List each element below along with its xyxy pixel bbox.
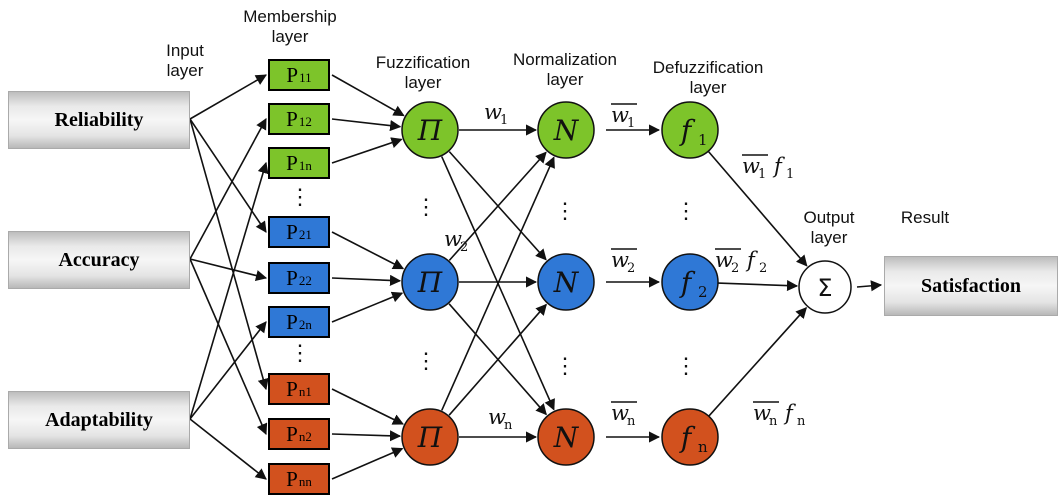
edge-defuzz2-to-sum <box>717 279 799 292</box>
defuzz-node-1-subscript: 1 <box>698 131 708 149</box>
label-wbarf2-w: w <box>715 248 733 272</box>
ellipsis-defuzz-1: ⋮ <box>675 198 697 223</box>
edge-pnn-to-fuzzn <box>331 447 404 480</box>
edge-p12-to-fuzz1 <box>331 118 402 132</box>
edge-defuzzn-to-sum <box>708 306 808 417</box>
fuzz-node-2-circle <box>401 253 459 311</box>
edge-adaptability-to-pnn <box>189 418 267 480</box>
label-wbarfn-f: f <box>783 401 796 425</box>
edge-sum-to-result <box>856 280 883 292</box>
edge-fuzzn-to-norm2 <box>448 303 547 416</box>
edge-fuzz2-to-norm1 <box>448 151 547 261</box>
edge-p21-to-fuzz2 <box>331 231 405 270</box>
label-wbar1-sub: 1 <box>627 116 635 131</box>
result-satisfaction: Satisfaction <box>884 256 1058 316</box>
edge-pn2-to-fuzzn <box>331 430 402 442</box>
input-reliability: Reliability <box>8 91 190 149</box>
edge-reliability-to-p21 <box>189 118 267 233</box>
edge-adaptability-to-p1n <box>189 161 269 420</box>
label-wbarf2-fsub: 2 <box>759 261 767 276</box>
edge-reliability-to-pn1 <box>189 118 269 391</box>
label-wbarf2-f: f <box>745 248 758 272</box>
edge-adaptability-to-p2n <box>189 321 267 420</box>
norm-node-1-symbol: N <box>553 114 580 147</box>
input-layer-header: Input layer <box>166 41 204 80</box>
norm-node-n-symbol: N <box>553 421 580 454</box>
membership-box-p2n: P 2n <box>268 306 330 338</box>
label-wbarf2-w-sub: 2 <box>731 261 739 276</box>
fuzz-node-2-symbol: Π <box>417 266 443 299</box>
membership-box-p22: P 22 <box>268 262 330 294</box>
edge-accuracy-to-p12 <box>189 118 267 260</box>
label-wbarn: w <box>611 401 629 425</box>
edge-defuzz1-to-sum <box>707 150 808 267</box>
defuzz-node-2-subscript: 2 <box>698 283 708 301</box>
label-wbar2-sub: 2 <box>627 261 635 276</box>
fuzz-node-1-symbol: Π <box>417 114 443 147</box>
fuzz-node-n-symbol: Π <box>417 421 443 454</box>
label-w2-sub: 2 <box>460 240 468 255</box>
label-wbarfn-w-sub: n <box>769 414 778 429</box>
label-wbarf1-w-sub: 1 <box>758 167 766 182</box>
norm-node-2-symbol: N <box>553 266 580 299</box>
label-wn-sub: n <box>504 418 513 433</box>
label-wbarf1-w: w <box>742 154 760 178</box>
ellipsis-norm-1: ⋮ <box>554 198 576 223</box>
input-accuracy: Accuracy <box>8 231 190 289</box>
label-wbarf1-fsub: 1 <box>786 167 794 182</box>
edge-fuzzn-to-norm1 <box>441 156 555 411</box>
edge-p2n-to-fuzz2 <box>331 291 404 323</box>
membership-box-p21: P 21 <box>268 216 330 248</box>
norm-node-n-circle <box>537 408 595 466</box>
output-layer-header: Output layer <box>803 208 855 247</box>
edge-accuracy-to-pn2 <box>189 258 268 436</box>
label-w2: w <box>444 227 462 251</box>
ellipsis-membership-2: ⋮ <box>289 340 311 365</box>
membership-layer-header: Membership layer <box>243 7 337 46</box>
label-w1-sub: 1 <box>500 113 508 128</box>
ellipsis-norm-2: ⋮ <box>554 353 576 378</box>
edge-reliability-to-p11 <box>189 74 267 120</box>
membership-box-p12: P 12 <box>268 103 330 135</box>
edge-accuracy-to-p22 <box>189 258 268 281</box>
defuzzification-layer-header: Defuzzification layer <box>652 58 764 97</box>
result-header: Result <box>900 208 950 227</box>
norm-node-2-circle <box>537 253 595 311</box>
fuzzification-layer-header: Fuzzification layer <box>375 53 471 92</box>
ellipsis-fuzz-1: ⋮ <box>415 194 437 219</box>
label-wbarfn-fsub: n <box>797 414 806 429</box>
ellipsis-membership-1: ⋮ <box>289 184 311 209</box>
defuzz-node-1-circle <box>661 101 719 159</box>
membership-box-p1n: P 1n <box>268 147 330 179</box>
edge-p11-to-fuzz1 <box>331 74 405 117</box>
label-w1: w <box>484 100 502 124</box>
label-wbar1: w <box>611 103 629 127</box>
label-wbarf1-f: f <box>772 154 785 178</box>
fuzz-node-n-circle <box>401 408 459 466</box>
edge-pn1-to-fuzzn <box>331 388 404 425</box>
label-wbarfn-w: w <box>753 401 771 425</box>
sum-node-symbol: Σ <box>817 274 832 302</box>
defuzz-node-n-circle <box>661 408 719 466</box>
normalization-layer-header: Normalization layer <box>513 50 617 89</box>
label-wn: w <box>488 405 506 429</box>
membership-box-p11: P 11 <box>268 59 330 91</box>
defuzz-node-2-circle <box>661 253 719 311</box>
defuzz-node-n-subscript: n <box>698 438 708 456</box>
edge-p1n-to-fuzz1 <box>331 137 403 164</box>
ellipsis-fuzz-2: ⋮ <box>415 348 437 373</box>
sum-node-circle <box>798 260 852 314</box>
fuzz-node-1-circle <box>401 101 459 159</box>
label-wbar2: w <box>611 248 629 272</box>
norm-node-1-circle <box>537 101 595 159</box>
input-adaptability: Adaptability <box>8 391 190 449</box>
ellipsis-defuzz-2: ⋮ <box>675 353 697 378</box>
edge-p22-to-fuzz2 <box>331 274 402 286</box>
label-wbarn-sub: n <box>627 414 636 429</box>
